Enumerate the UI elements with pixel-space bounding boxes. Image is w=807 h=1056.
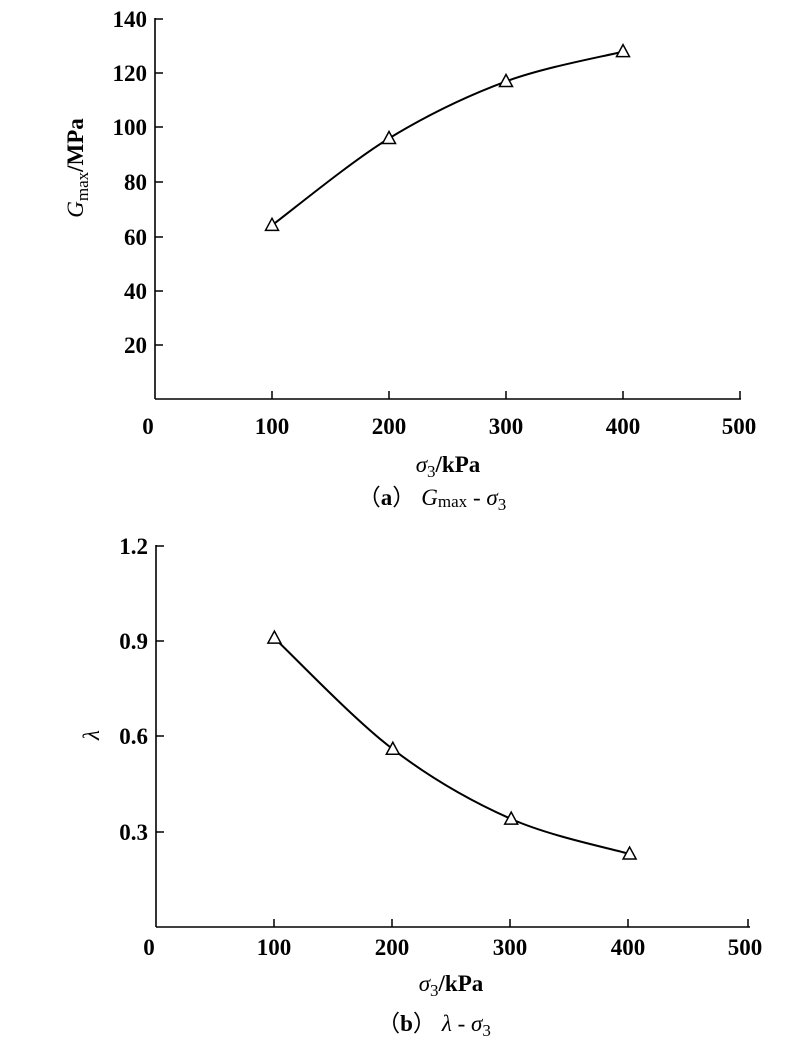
chart-b-y-tick-label: 0.6 xyxy=(119,724,148,749)
chart-b-x-tick-label: 0 xyxy=(143,935,155,960)
chart-a-x-tick-label: 300 xyxy=(489,414,524,439)
chart-b-x-ticks: 0 100 200 300 400 500 xyxy=(143,919,762,960)
chart-a-data-point xyxy=(264,216,280,232)
chart-a-y-axis-label: Gmax/MPa xyxy=(63,118,92,218)
chart-b-y-tick-label: 1.2 xyxy=(119,534,148,559)
chart-a-x-axis-label: σ3/kPa xyxy=(416,452,481,481)
chart-a-y-axis-label-sub: max xyxy=(73,171,92,201)
chart-b-caption: （b） λ - σ3 xyxy=(377,1011,491,1040)
chart-b-caption-prefix: （ xyxy=(377,1011,400,1036)
chart-a-x-axis-label-sub: 3 xyxy=(427,462,436,481)
chart-a-x-tick-label: 400 xyxy=(606,414,641,439)
chart-a-caption-suffix: ） xyxy=(392,485,415,510)
chart-b-y-tick-label: 0.9 xyxy=(119,629,148,654)
chart-a-x-tick-label: 100 xyxy=(255,414,290,439)
chart-a-y-tick-label: 140 xyxy=(113,7,148,32)
chart-b-x-axis-label-sigma: σ xyxy=(419,971,432,996)
chart-a-x-tick-label: 500 xyxy=(722,414,757,439)
chart-a-y-tick-label: 40 xyxy=(124,279,147,304)
chart-a-x-tick-label: 0 xyxy=(142,414,154,439)
chart-a-data-point xyxy=(381,129,397,145)
chart-a-x-ticks: 0 100 200 300 400 500 xyxy=(142,391,756,439)
chart-a-caption: （a） Gmax - σ3 xyxy=(358,485,506,514)
chart-b-x-tick-label: 100 xyxy=(257,935,292,960)
chart-b-x-axis-label-unit: /kPa xyxy=(438,971,484,996)
chart-b-data-point xyxy=(503,810,519,825)
chart-a-x-axis-label-unit: /kPa xyxy=(435,452,481,477)
chart-b-caption-sigma-sub: 3 xyxy=(482,1021,491,1040)
chart-a-caption-var-sub: max xyxy=(438,492,468,511)
chart-a-data-point xyxy=(498,72,514,88)
chart-b-x-axis-label: σ3/kPa xyxy=(419,971,484,1000)
chart-a-series-line xyxy=(271,50,624,227)
chart-a-caption-sigma-sub: 3 xyxy=(498,495,507,514)
chart-a-y-tick-label: 100 xyxy=(113,115,148,140)
chart-a-caption-prefix: （ xyxy=(358,485,381,510)
chart-b-caption-sigma: σ xyxy=(471,1011,484,1036)
chart-a-y-axis-label-var: G xyxy=(63,201,88,218)
chart-b-y-ticks: 0.3 0.6 0.9 1.2 xyxy=(119,534,164,845)
chart-b-y-axis-label: λ xyxy=(79,730,104,741)
chart-b: 0 100 200 300 400 500 0.3 0.6 0.9 1.2 λ … xyxy=(79,534,762,1040)
chart-a-caption-var: G xyxy=(421,485,438,510)
chart-a-y-tick-label: 80 xyxy=(124,170,147,195)
chart-b-x-tick-label: 300 xyxy=(493,935,528,960)
chart-b-plot-area xyxy=(266,629,638,860)
chart-b-caption-var: λ xyxy=(441,1011,452,1036)
chart-b-caption-letter: b xyxy=(400,1011,413,1036)
chart-b-data-point xyxy=(385,740,401,755)
chart-a-x-tick-label: 200 xyxy=(372,414,407,439)
chart-b-series-line xyxy=(273,637,630,855)
chart-a-data-point xyxy=(615,43,631,58)
chart-a: 0 100 200 300 400 500 20 40 60 80 100 12… xyxy=(63,7,756,514)
chart-a-caption-dash: - xyxy=(467,485,486,510)
chart-b-x-axis-label-sub: 3 xyxy=(430,981,439,1000)
chart-b-data-point xyxy=(266,629,283,644)
chart-a-caption-letter: a xyxy=(381,485,393,510)
chart-a-plot-area xyxy=(264,43,631,232)
chart-b-x-tick-label: 200 xyxy=(375,935,410,960)
chart-a-caption-sigma: σ xyxy=(486,485,499,510)
chart-b-x-tick-label: 500 xyxy=(728,935,763,960)
chart-b-caption-dash: - xyxy=(452,1011,471,1036)
chart-a-y-axis-label-unit: /MPa xyxy=(63,118,88,173)
chart-a-y-ticks: 20 40 60 80 100 120 140 xyxy=(113,7,163,358)
chart-a-y-tick-label: 20 xyxy=(124,333,147,358)
chart-a-y-tick-label: 120 xyxy=(113,61,148,86)
chart-b-y-tick-label: 0.3 xyxy=(119,820,148,845)
chart-a-y-tick-label: 60 xyxy=(124,225,147,250)
chart-b-x-tick-label: 400 xyxy=(611,935,646,960)
chart-a-x-axis-label-sigma: σ xyxy=(416,452,429,477)
chart-b-caption-suffix: ） xyxy=(413,1011,436,1036)
chart-b-data-point xyxy=(621,845,638,860)
